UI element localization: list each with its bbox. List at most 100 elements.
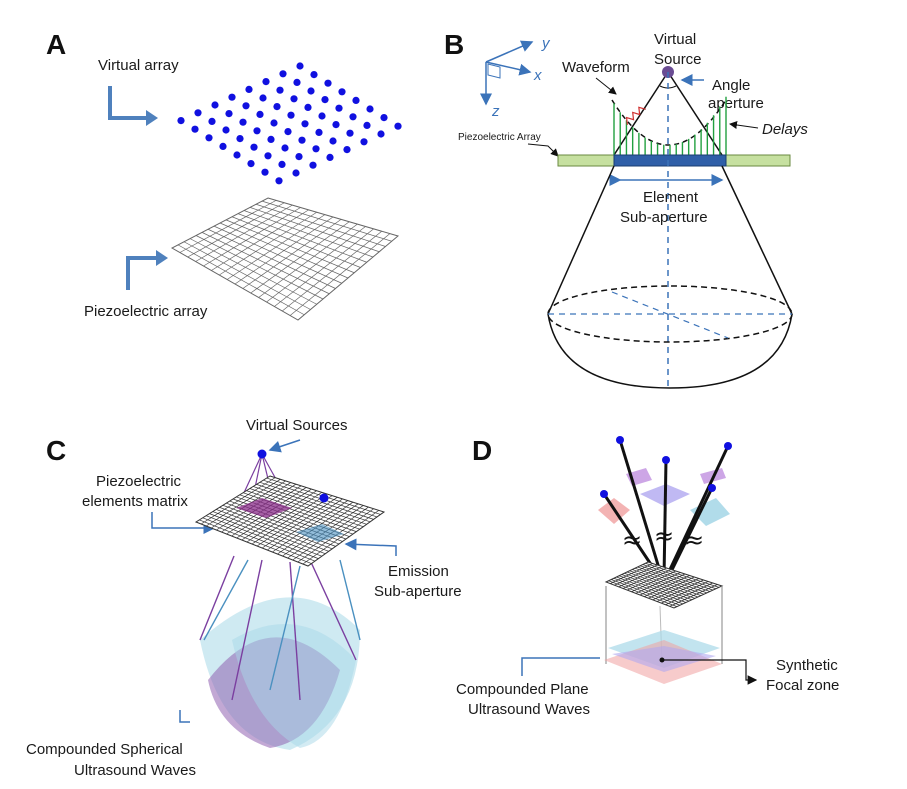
panel-d-letter: D (472, 435, 492, 466)
emission-label-1: Emission (388, 563, 449, 580)
delay-bars (613, 96, 727, 155)
element-label-2: Sub-aperture (620, 209, 708, 226)
source-d-5-dot (708, 484, 716, 492)
virtual-element-dot (309, 161, 317, 169)
virtual-element-dot (256, 110, 264, 118)
virtual-element-dot (349, 113, 357, 121)
virtual-element-dot (233, 151, 241, 159)
piezo-array-arrow-icon (126, 256, 158, 290)
plane-lightblue-top (690, 498, 730, 526)
virtual-element-dot (242, 102, 250, 110)
piezo-array-arrowhead-icon (156, 250, 168, 266)
panel-b: B y x z Virtual Source Waveform Angle ap… (444, 29, 808, 390)
piezo-matrix-grid (194, 475, 386, 567)
piezo-a-line (195, 235, 324, 300)
virtual-sources-arrow-icon (268, 439, 301, 453)
virtual-element-dot (228, 93, 236, 101)
virtual-element-dot (208, 117, 216, 125)
virtual-array-dots (177, 62, 402, 185)
piezo-d-line (611, 579, 681, 606)
piezo-matrix-d-grid (604, 561, 724, 609)
virtual-element-dot (211, 101, 219, 109)
angle-label-1: Angle (712, 77, 750, 94)
piezo-c-line (205, 515, 319, 559)
waveform-arrow-icon (595, 77, 617, 95)
angle-label-2: aperture (708, 95, 764, 112)
piezo-d-line (608, 580, 678, 607)
virtual-element-dot (326, 153, 334, 161)
virtual-array-arrow-icon (108, 86, 148, 120)
virtual-element-dot (343, 146, 351, 154)
piezo-c-line (261, 496, 338, 549)
emission-label-2: Sub-aperture (374, 583, 462, 600)
virtual-element-dot (222, 126, 230, 134)
purple-subaperture (236, 498, 292, 518)
piezo-a-line (250, 221, 350, 294)
virtual-element-dot (346, 129, 354, 137)
virtual-element-dot (293, 78, 301, 86)
axis-right-angle-icon (487, 63, 501, 79)
panel-d: D ≈ ≈ ≈ Comp (456, 435, 839, 718)
piezo-d-line (665, 582, 713, 606)
piezo-a-line (266, 226, 366, 303)
virtual-element-dot (304, 103, 312, 111)
virtual-element-dot (363, 121, 371, 129)
piezo-c-line (219, 507, 333, 550)
panel-c: C Virtual Sources Piezoelectric elements… (26, 417, 462, 779)
piezo-d-line (644, 575, 690, 597)
beam-depth-axis (611, 291, 729, 339)
piezo-a-line (201, 232, 330, 295)
delay-curve (611, 99, 727, 146)
virtual-element-dot (259, 94, 267, 102)
virtual-element-dot (287, 111, 295, 119)
piezo-a-line (282, 230, 382, 312)
waveform-label: Waveform (562, 59, 630, 76)
virtual-element-dot (298, 136, 306, 144)
virtual-element-dot (245, 85, 253, 93)
matrix-arrow-icon (151, 512, 216, 534)
virtual-element-dot (264, 152, 272, 160)
virtual-element-dot (262, 78, 270, 86)
virtual-element-dot (335, 104, 343, 112)
piezo-array-b-arrow-icon (527, 143, 559, 157)
piezo-d-line (661, 581, 709, 604)
piezo-d-line (626, 571, 699, 598)
virtual-element-dot (225, 110, 233, 118)
x-axis-arrow-icon (485, 61, 532, 76)
virtual-element-dot (366, 105, 374, 113)
element-subaperture-bar (613, 154, 727, 167)
virtual-element-dot (332, 121, 340, 129)
virtual-element-dot (296, 62, 304, 70)
virtual-element-dot (261, 168, 269, 176)
axis-z-label: z (491, 103, 500, 120)
virtual-element-dot (338, 88, 346, 96)
piezo-c-line (199, 519, 312, 564)
compounded-d-label-1: Compounded Plane (456, 681, 589, 698)
virtual-element-dot (315, 128, 323, 136)
virtual-sources-label: Virtual Sources (246, 417, 347, 434)
approx-2: ≈ (654, 522, 674, 550)
piezo-c-line (267, 498, 343, 551)
source-d-3-dot (724, 442, 732, 450)
virtual-element-dot (284, 128, 292, 136)
piezo-a-line (177, 244, 305, 316)
piezo-a-line (189, 238, 317, 305)
virtual-element-dot (290, 95, 298, 103)
beam-bottom-curve (547, 313, 793, 389)
waveform-icon (625, 106, 646, 125)
piezo-array-grid (170, 197, 400, 321)
virtual-element-dot (239, 118, 247, 126)
piezo-d-line (621, 574, 693, 601)
piezo-a-line (213, 225, 342, 284)
piezo-d-line (613, 577, 684, 605)
virtual-source-label-2: Source (654, 51, 702, 68)
piezo-c-line (302, 510, 380, 565)
virtual-element-dot (312, 145, 320, 153)
piezo-a-line (274, 228, 374, 307)
delays-arrow-icon (729, 121, 759, 129)
panel-b-letter: B (444, 29, 464, 60)
piezo-d-line (648, 576, 695, 599)
virtual-element-dot (205, 134, 213, 142)
piezo-d-line (656, 579, 704, 602)
teal-subaperture (296, 524, 344, 542)
